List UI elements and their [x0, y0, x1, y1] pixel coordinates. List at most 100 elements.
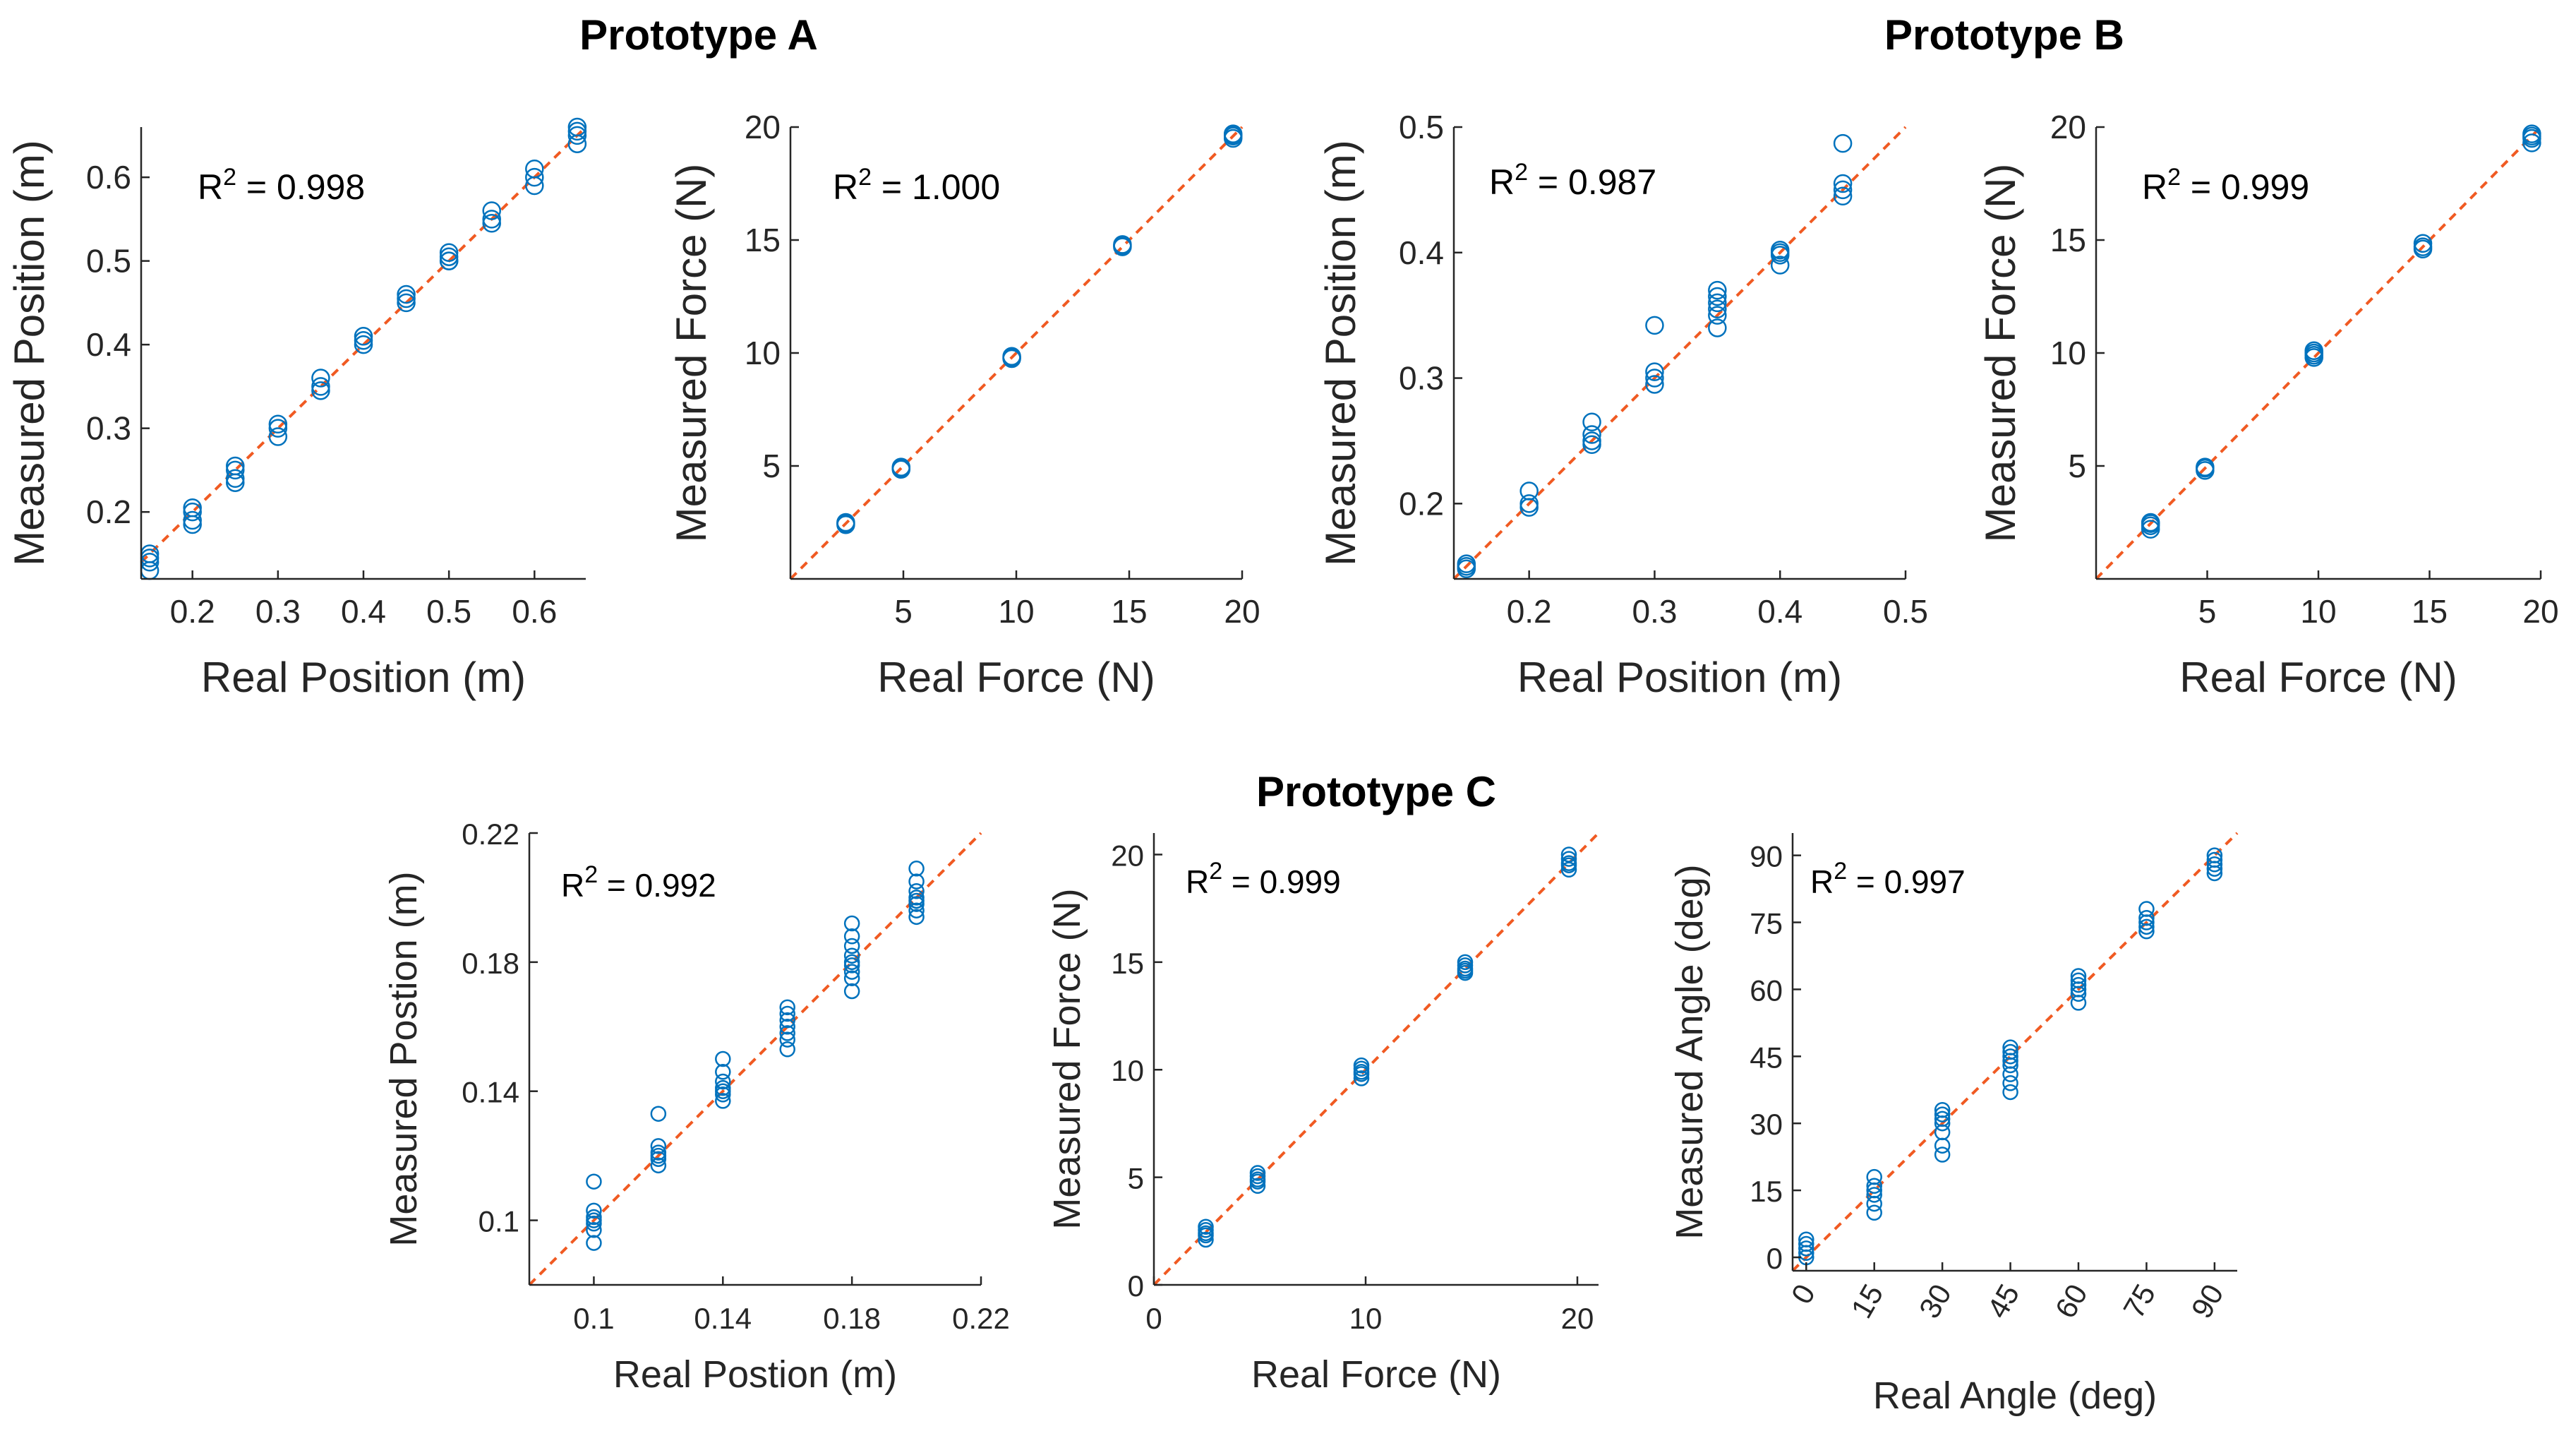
x-tick-label: 0.4 [1757, 593, 1802, 630]
fit-line [1452, 126, 1907, 580]
data-point [2002, 1048, 2018, 1065]
y-tick-label: 45 [1750, 1041, 1783, 1074]
data-point [567, 117, 587, 137]
data-point [586, 1235, 602, 1251]
data-point [650, 1157, 667, 1174]
data-point [1833, 180, 1853, 200]
y-tick-label: 10 [2050, 335, 2086, 371]
r-squared-annotation: R2 = 1.000 [833, 164, 1000, 207]
data-point [1560, 855, 1577, 871]
data-point [482, 210, 501, 229]
x-tick-label: 10 [1349, 1302, 1383, 1335]
data-point [1708, 293, 1727, 313]
data-point [1866, 1187, 1882, 1203]
chart-c-position: 0.1 0.14 0.18 0.22 0.1 0.14 0.18 0.22 Real Posti… [383, 818, 1010, 1396]
data-point [1457, 954, 1474, 971]
x-tick-label: 0.3 [1632, 593, 1677, 630]
data-point [908, 873, 925, 890]
data-point [779, 1012, 795, 1029]
data-point [715, 1093, 731, 1109]
data-point [1582, 412, 1601, 432]
data-point [843, 954, 860, 971]
data-point [226, 456, 245, 476]
data-point [1582, 425, 1601, 444]
data-point [908, 909, 925, 926]
y-tick-label: 0.14 [462, 1076, 519, 1109]
data-point [1708, 318, 1727, 337]
data-point [2002, 1039, 2018, 1055]
data-point [1770, 256, 1790, 275]
x-tick-label: 0.2 [1507, 593, 1552, 630]
data-point [354, 330, 373, 350]
data-point [2138, 909, 2155, 926]
y-tick-label: 0.18 [462, 947, 519, 980]
data-point [1708, 280, 1727, 300]
x-tick-label: 15 [2412, 593, 2448, 630]
data-point [1708, 287, 1727, 306]
data-point [650, 1144, 667, 1161]
data-point [2206, 851, 2223, 868]
title-prototype-b: Prototype B [1884, 11, 2124, 59]
data-point [2002, 1043, 2018, 1060]
x-tick-label: 5 [2198, 593, 2217, 630]
x-axis-label: Real Position (m) [1517, 654, 1842, 701]
data-point [1519, 481, 1539, 501]
data-point [439, 251, 459, 270]
x-tick-label: 0.18 [823, 1302, 881, 1335]
x-tick-label: 0.22 [952, 1302, 1010, 1335]
x-tick-label: 10 [2300, 593, 2336, 630]
chart-b-position: 0.2 0.3 0.4 0.5 0.2 0.3 0.4 0.5 Real Position (m… [1317, 109, 1928, 701]
y-tick-label: 0.1 [479, 1205, 519, 1238]
data-point [1770, 240, 1790, 260]
data-point [1934, 1146, 1951, 1163]
data-point [1249, 1178, 1266, 1195]
data-point [908, 883, 925, 899]
x-tick-label: 15 [1844, 1279, 1889, 1324]
x-tick-label: 20 [1224, 593, 1260, 630]
y-tick-label: 15 [1750, 1175, 1783, 1208]
data-point [2206, 847, 2223, 863]
data-point [525, 176, 544, 196]
data-point [1934, 1101, 1951, 1118]
fit-line [528, 832, 982, 1286]
data-point [2070, 976, 2087, 993]
data-point [1249, 1165, 1266, 1181]
y-tick-label: 5 [2068, 448, 2086, 484]
data-point [2522, 133, 2541, 152]
data-point [1645, 316, 1664, 335]
y-tick-label: 5 [762, 448, 781, 484]
data-point [1798, 1235, 1814, 1252]
data-point [1866, 1204, 1882, 1221]
data-point [1770, 246, 1790, 265]
data-point [226, 460, 245, 480]
data-point [1353, 1057, 1370, 1074]
data-point [908, 890, 925, 906]
y-tick-label: 0.4 [1399, 234, 1444, 271]
y-tick-label: 0 [1767, 1242, 1783, 1275]
data-point [843, 947, 860, 964]
data-point [226, 469, 245, 489]
r-squared-annotation: R2 = 0.987 [1489, 159, 1656, 202]
data-point [1113, 236, 1132, 256]
x-axis-label: Real Force (N) [2179, 654, 2457, 701]
data-point [183, 510, 202, 530]
data-point [354, 335, 373, 354]
data-point [1353, 1070, 1370, 1086]
data-point [650, 1106, 667, 1122]
data-point [1457, 559, 1476, 579]
data-point [586, 1202, 602, 1219]
y-tick-label: 15 [2050, 222, 2086, 258]
data-point [1708, 306, 1727, 325]
data-point [908, 902, 925, 918]
y-axis-label: Measured Postion (m) [383, 871, 425, 1246]
data-point [311, 381, 330, 400]
data-point [779, 1005, 795, 1022]
data-point [2070, 968, 2087, 984]
y-tick-label: 0.4 [86, 326, 131, 363]
data-point [1223, 125, 1243, 145]
fit-line [789, 126, 1244, 580]
y-tick-label: 30 [1750, 1108, 1783, 1141]
x-tick-label: 0 [1785, 1279, 1822, 1310]
data-point [354, 327, 373, 346]
